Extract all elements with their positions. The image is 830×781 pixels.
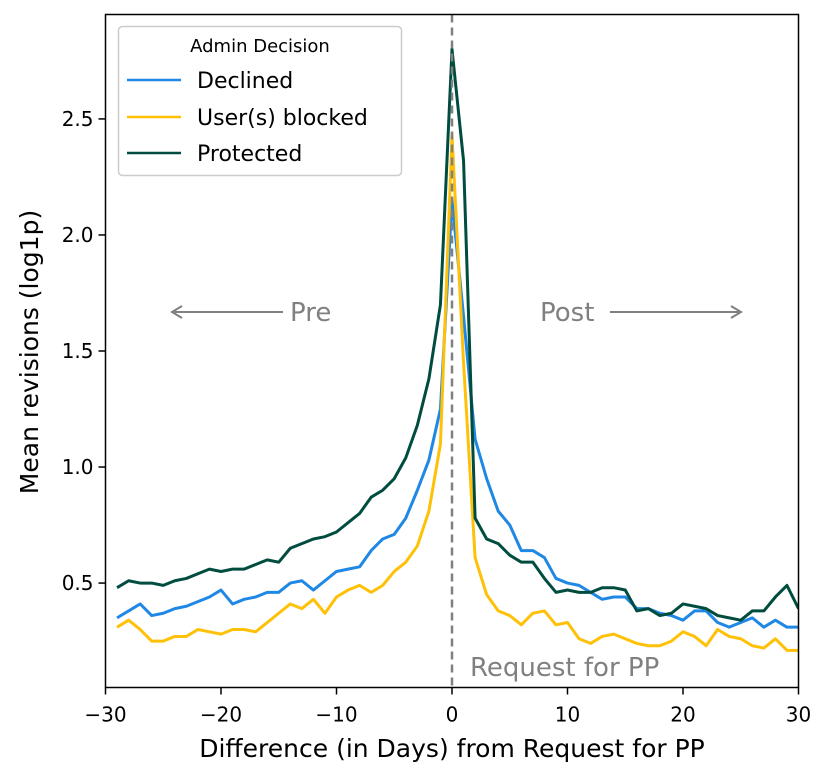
legend-label-declined: Declined <box>197 69 293 94</box>
x-tick-label: −20 <box>200 703 242 727</box>
y-tick-label: 1.0 <box>62 455 94 479</box>
y-tick-label: 2.5 <box>62 107 94 131</box>
chart: Pre Post Request for PP −30 −20 −10 0 10 20 30… <box>0 0 830 781</box>
legend-label-protected: Protected <box>197 142 302 167</box>
x-tick-label: 10 <box>555 703 580 727</box>
legend-title: Admin Decision <box>190 36 330 57</box>
x-tick-label: −30 <box>84 703 126 727</box>
y-tick-label: 2.0 <box>62 223 94 247</box>
legend: Admin Decision Declined User(s) blocked … <box>119 27 402 176</box>
pre-label: Pre <box>290 298 331 328</box>
y-tick-label: 0.5 <box>62 571 94 595</box>
x-tick-label: 30 <box>786 703 811 727</box>
x-tick-label: −10 <box>315 703 357 727</box>
request-label: Request for PP <box>470 653 659 683</box>
x-tick-label: 0 <box>446 703 459 727</box>
y-tick-label: 1.5 <box>62 339 94 363</box>
y-axis-label: Mean revisions (log1p) <box>15 210 44 494</box>
legend-label-blocked: User(s) blocked <box>197 106 368 131</box>
x-axis-label: Difference (in Days) from Request for PP <box>199 734 705 763</box>
x-tick-label: 20 <box>670 703 695 727</box>
post-label: Post <box>540 298 594 328</box>
